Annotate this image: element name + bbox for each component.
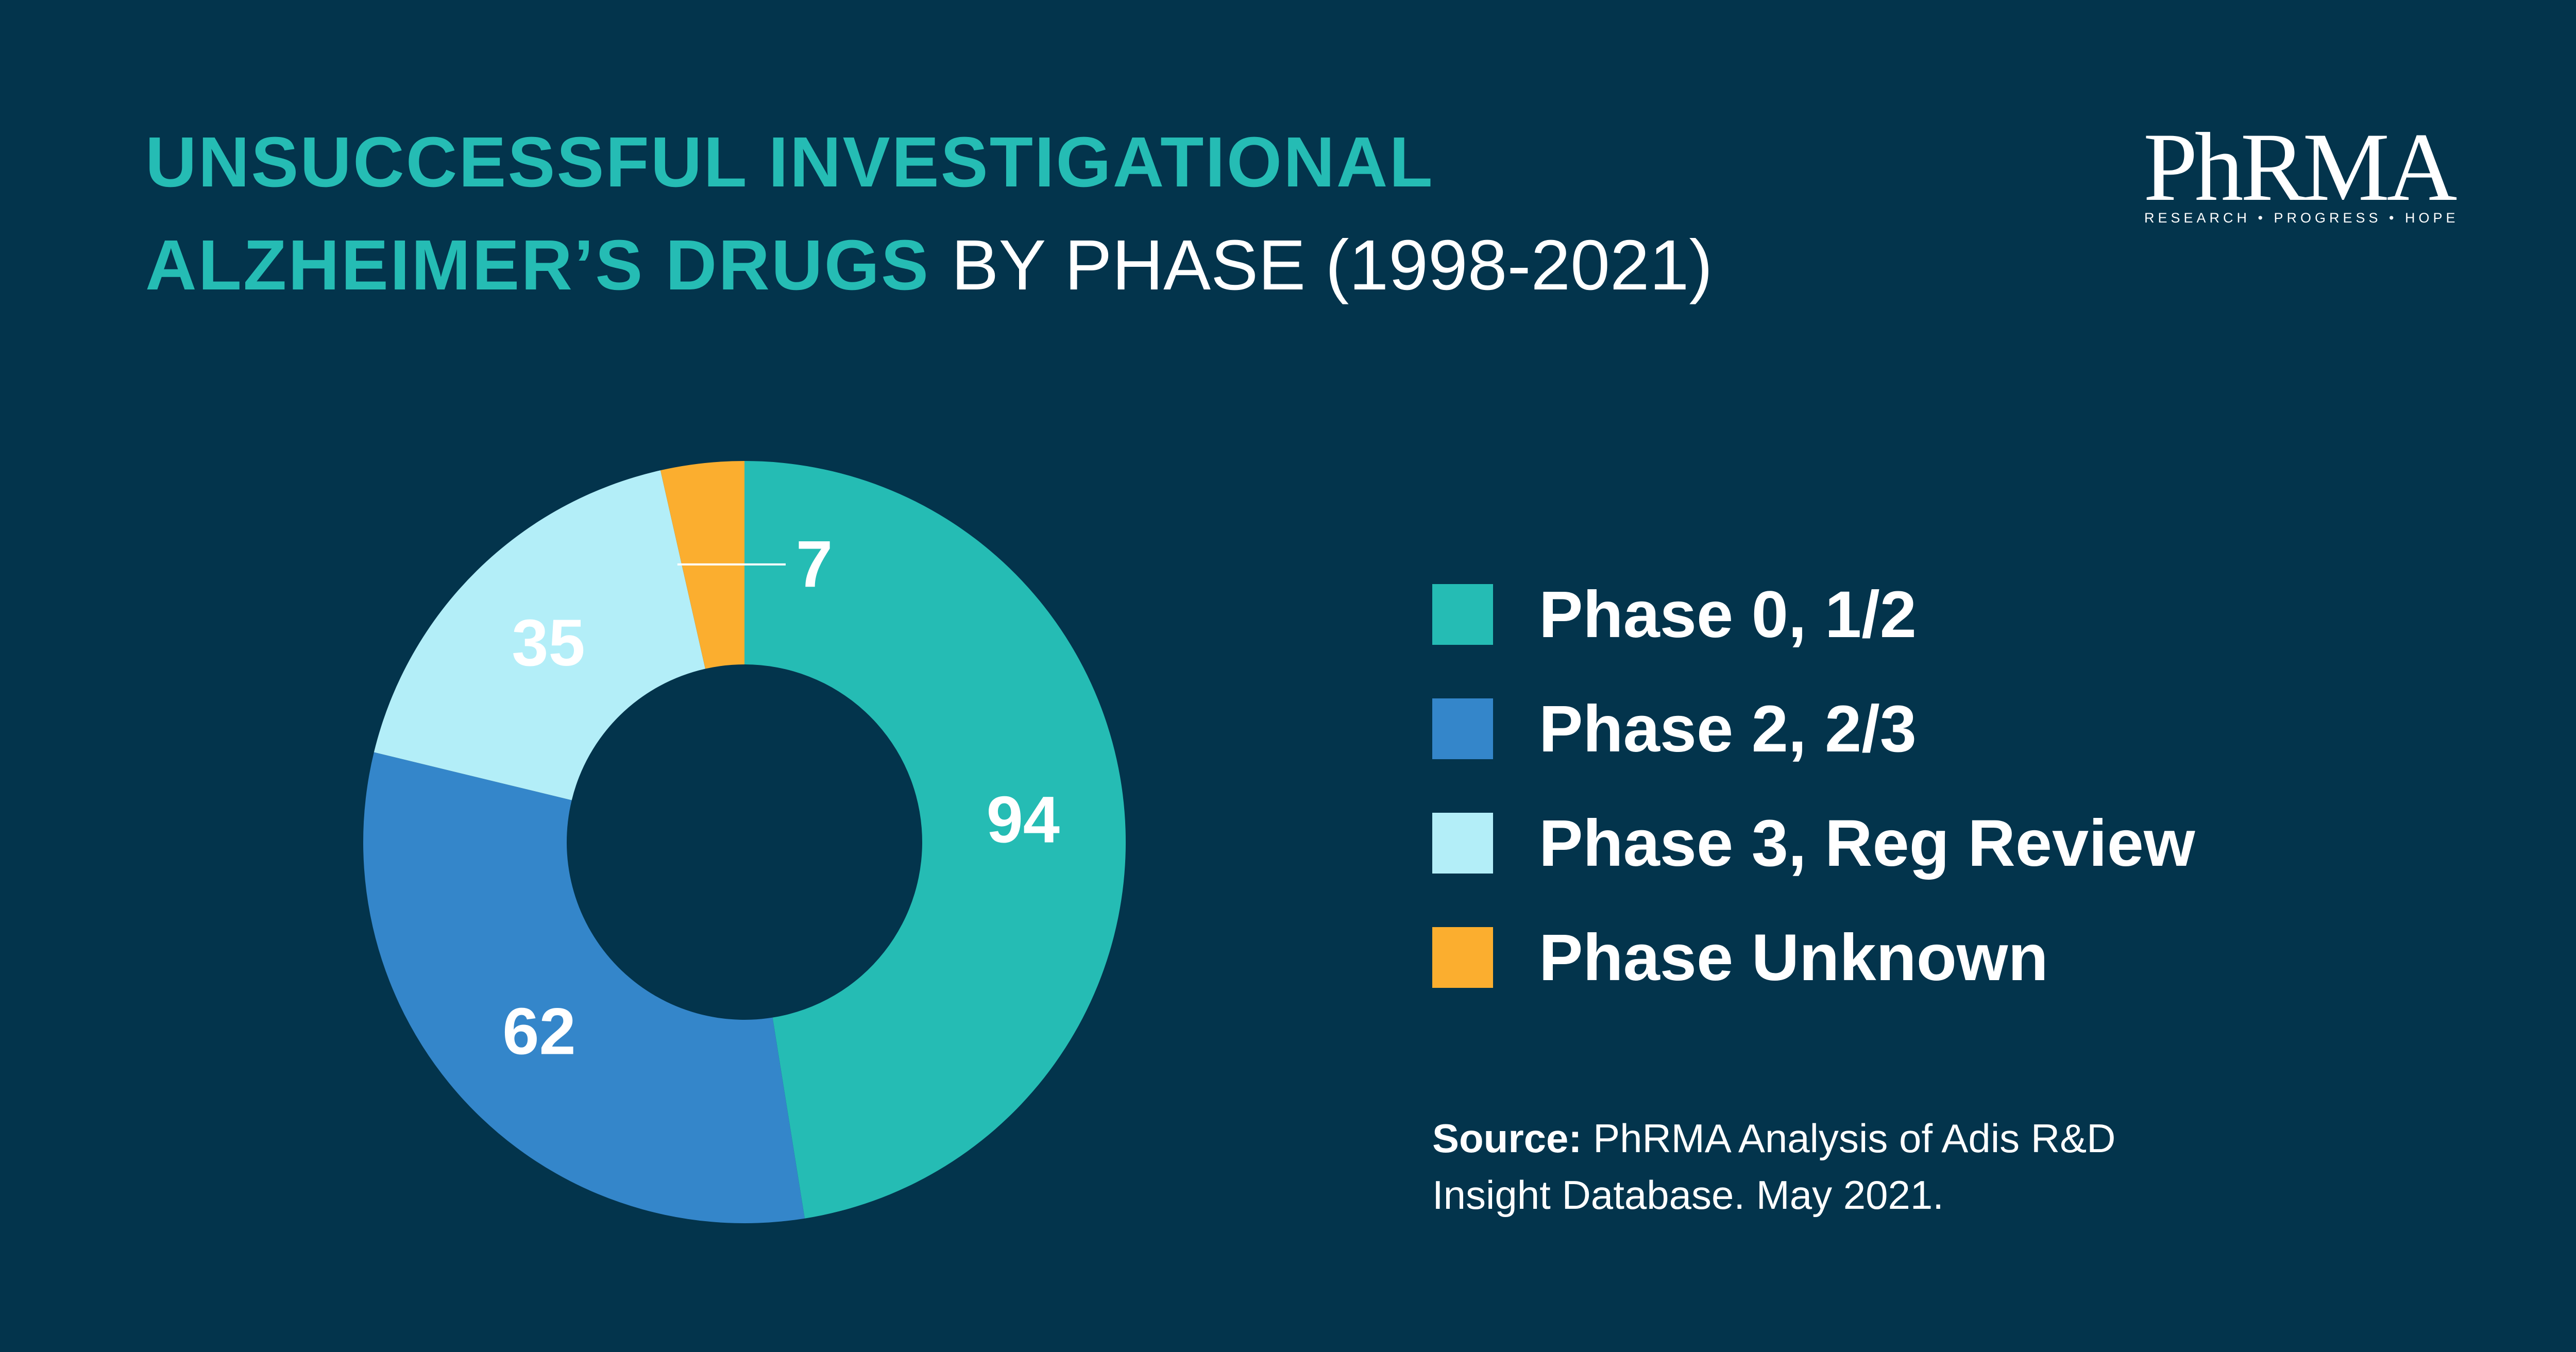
title-accent-line1: UNSUCCESSFUL INVESTIGATIONAL (145, 123, 1434, 202)
data-label-phase-3-reg-review: 35 (512, 606, 585, 680)
legend-item-phase-0-1-2: Phase 0, 1/2 (1432, 582, 2411, 696)
chart-title: UNSUCCESSFUL INVESTIGATIONAL ALZHEIMER’S… (145, 111, 1713, 317)
data-label-phase-0-1-2: 94 (987, 783, 1060, 857)
source-text: PhRMA Analysis of Adis R&D Insight Datab… (1432, 1116, 2116, 1218)
logo-tagline: RESEARCH • PROGRESS • HOPE (2144, 210, 2459, 226)
legend-label: Phase 0, 1/2 (1539, 578, 1917, 652)
legend-item-phase-unknown: Phase Unknown (1432, 925, 2411, 1039)
data-label-phase-2-2-3: 62 (502, 995, 575, 1069)
legend-label: Phase 2, 2/3 (1539, 692, 1917, 766)
chart-legend: Phase 0, 1/2 Phase 2, 2/3 Phase 3, Reg Rev… (1432, 582, 2411, 1039)
legend-swatch (1432, 813, 1493, 874)
phrma-logo: PhRMA RESEARCH • PROGRESS • HOPE (2138, 118, 2458, 234)
source-lead: Source: (1432, 1116, 1582, 1161)
data-label-phase-unknown: 7 (796, 527, 833, 601)
legend-swatch (1432, 927, 1493, 988)
legend-swatch (1432, 584, 1493, 645)
slice-phase-0-1-2 (744, 461, 1126, 1219)
source-note: Source: PhRMA Analysis of Adis R&D Insig… (1432, 1110, 2205, 1223)
title-accent-line2: ALZHEIMER’S DRUGS (145, 226, 930, 305)
legend-label: Phase 3, Reg Review (1539, 807, 2195, 880)
logo-wordmark: PhRMA (2143, 113, 2458, 221)
slice-phase-3-reg-review (374, 470, 705, 800)
legend-item-phase-2-2-3: Phase 2, 2/3 (1432, 696, 2411, 811)
legend-swatch (1432, 698, 1493, 759)
title-suffix: BY PHASE (1998-2021) (951, 226, 1713, 305)
legend-item-phase-3-reg-review: Phase 3, Reg Review (1432, 811, 2411, 925)
slice-phase-2-2-3 (363, 752, 805, 1223)
legend-label: Phase Unknown (1539, 921, 2048, 995)
